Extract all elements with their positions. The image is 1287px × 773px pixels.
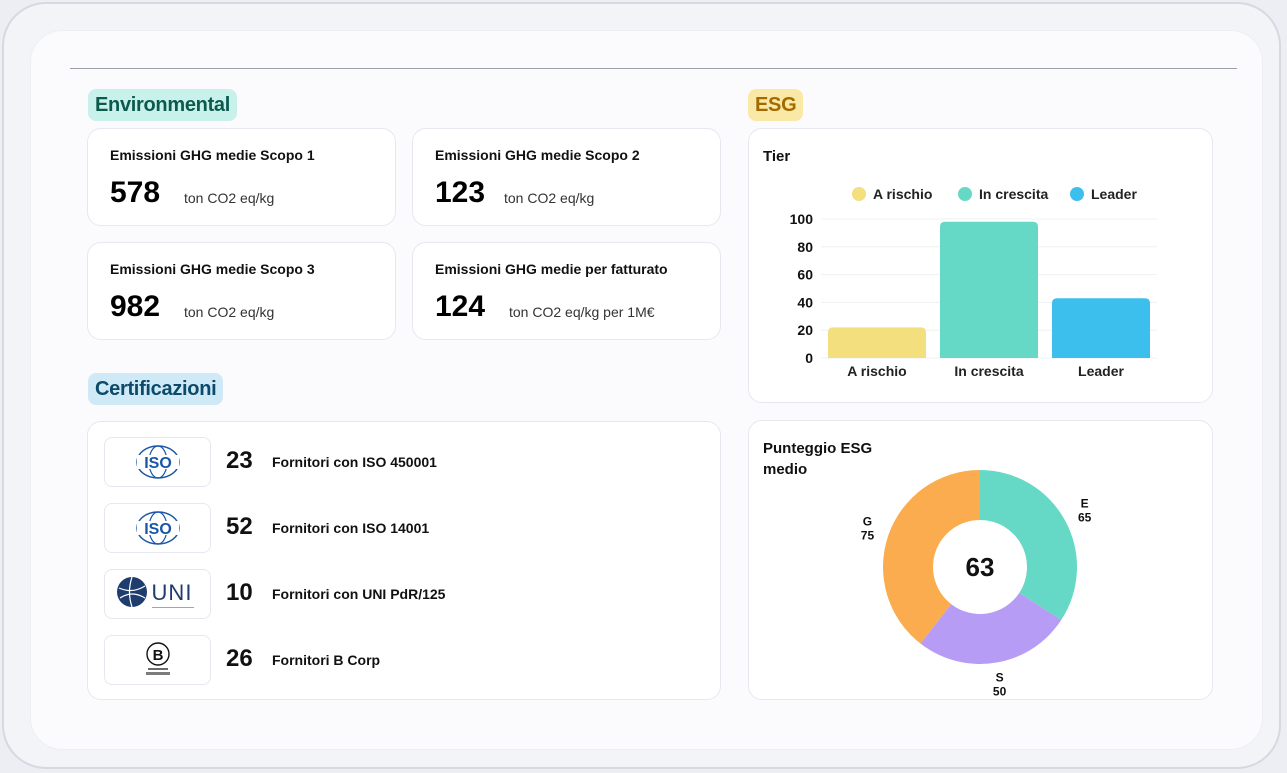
- y-tick-label: 80: [797, 239, 813, 255]
- cert-label: Fornitori con ISO 14001: [272, 520, 430, 536]
- slice-label-value: 50: [993, 684, 1007, 698]
- x-tick-label: In crescita: [954, 363, 1023, 379]
- metric-value: 124: [435, 290, 486, 323]
- y-tick-label: 100: [790, 211, 814, 227]
- slice-label-name: S: [996, 670, 1004, 684]
- metric-card-revenue: Emissioni GHG medie per fatturato 124 to…: [412, 242, 721, 340]
- dashboard-screen: Environmental ESG Certificazioni Emissio…: [30, 30, 1263, 750]
- cert-row-bcorp: B 26 Fornitori B Corp: [104, 635, 694, 687]
- slice-label-name: E: [1081, 496, 1089, 510]
- cert-count: 10: [226, 579, 253, 606]
- metric-card-scope3: Emissioni GHG medie Scopo 3 982 ton CO2 …: [87, 242, 396, 340]
- cert-row-iso14001: ISO 52 Fornitori con ISO 14001: [104, 503, 694, 555]
- y-tick-label: 60: [797, 267, 813, 283]
- legend-swatch: [1070, 187, 1084, 201]
- metric-card-scope2: Emissioni GHG medie Scopo 2 123 ton CO2 …: [412, 128, 721, 226]
- bar[interactable]: [1052, 298, 1150, 358]
- y-tick-label: 20: [797, 322, 813, 338]
- iso-logo: ISO: [104, 437, 211, 487]
- iso-logo: ISO: [104, 503, 211, 553]
- tier-chart-card: Tier A rischio In crescita Leader 0 20 40 60 80…: [748, 128, 1213, 403]
- certifications-card: ISO 23 Fornitori con ISO 450001 ISO 52: [87, 421, 721, 700]
- metric-value: 982: [110, 290, 161, 323]
- section-title-certifications: Certificazioni: [88, 373, 224, 405]
- slice-label: G75: [861, 514, 875, 542]
- esg-score-card: Punteggio ESG medio E 65 S 50 G 75 63: [748, 420, 1213, 700]
- tier-bar-chart: A rischio In crescita Leader 0 20 40 60 80 100 A …: [790, 186, 1157, 379]
- metric-title: Emissioni GHG medie Scopo 3: [110, 261, 315, 277]
- donut-slice[interactable]: [980, 470, 1077, 621]
- bcorp-logo: B: [104, 635, 211, 685]
- section-title-environmental: Environmental: [88, 89, 238, 121]
- slice-label-value: 65: [1078, 510, 1092, 524]
- cert-label: Fornitori B Corp: [272, 652, 381, 668]
- legend-item[interactable]: Leader: [1070, 186, 1137, 202]
- section-title-esg: ESG: [748, 89, 804, 121]
- metric-value: 578: [110, 176, 161, 209]
- cert-label: Fornitori con ISO 450001: [272, 454, 437, 470]
- cert-count: 23: [226, 447, 253, 474]
- metric-title: Emissioni GHG medie per fatturato: [435, 261, 668, 277]
- legend-swatch: [852, 187, 866, 201]
- cert-count: 52: [226, 513, 253, 540]
- chart-title: Punteggio ESG medio: [763, 440, 873, 478]
- cert-row-iso45001: ISO 23 Fornitori con ISO 450001: [104, 437, 694, 489]
- bar[interactable]: [940, 221, 1038, 358]
- legend-label: A rischio: [873, 186, 932, 202]
- metric-unit: ton CO2 eq/kg: [184, 190, 275, 206]
- x-tick-label: A rischio: [847, 363, 906, 379]
- metric-card-scope1: Emissioni GHG medie Scopo 1 578 ton CO2 …: [87, 128, 396, 226]
- metric-unit: ton CO2 eq/kg per 1M€: [509, 304, 655, 320]
- donut-slice[interactable]: [883, 470, 980, 644]
- chart-title: Tier: [763, 148, 791, 165]
- legend-swatch: [958, 187, 972, 201]
- cert-row-uni: UNI 10 Fornitori con UNI PdR/125: [104, 569, 694, 621]
- metric-unit: ton CO2 eq/kg: [504, 190, 595, 206]
- metric-title: Emissioni GHG medie Scopo 2: [435, 147, 640, 163]
- y-tick-label: 40: [797, 294, 813, 310]
- legend-label: Leader: [1091, 186, 1137, 202]
- uni-logo: UNI: [104, 569, 211, 619]
- slice-label: E65: [1078, 496, 1092, 524]
- slice-label-value: 75: [861, 528, 875, 542]
- svg-text:ISO: ISO: [144, 455, 172, 472]
- cert-count: 26: [226, 645, 253, 672]
- legend-label: In crescita: [979, 186, 1048, 202]
- svg-text:UNI: UNI: [151, 580, 192, 605]
- svg-text:B: B: [152, 647, 163, 664]
- metric-value: 123: [435, 176, 486, 209]
- legend-item[interactable]: A rischio: [852, 186, 932, 202]
- x-tick-label: Leader: [1078, 363, 1124, 379]
- y-tick-label: 0: [805, 350, 813, 366]
- metric-unit: ton CO2 eq/kg: [184, 304, 275, 320]
- svg-text:ISO: ISO: [144, 521, 172, 538]
- slice-label: S50: [993, 670, 1007, 698]
- cert-label: Fornitori con UNI PdR/125: [272, 586, 446, 602]
- metric-title: Emissioni GHG medie Scopo 1: [110, 147, 315, 163]
- donut-center-value: 63: [966, 552, 995, 582]
- bar[interactable]: [828, 327, 926, 358]
- slice-label-name: G: [863, 514, 872, 528]
- legend-item[interactable]: In crescita: [958, 186, 1048, 202]
- header-divider: [70, 68, 1237, 69]
- esg-donut-chart: E65 S50 G75 63: [861, 470, 1092, 698]
- donut-slice[interactable]: [920, 592, 1062, 664]
